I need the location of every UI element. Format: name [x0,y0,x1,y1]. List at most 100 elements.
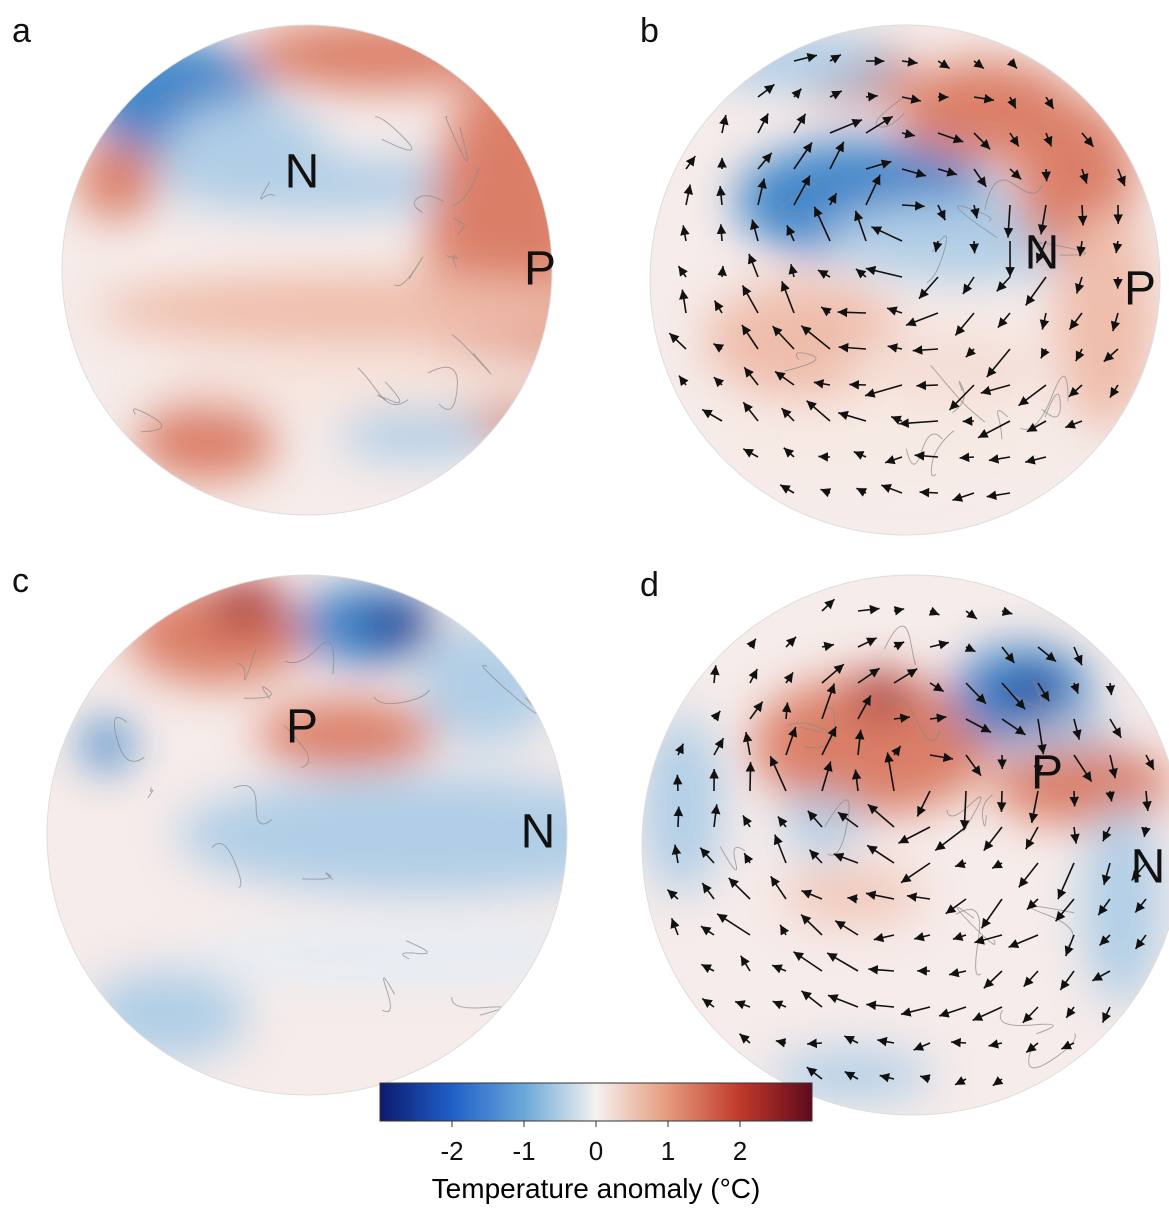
wind-arrow [716,185,726,206]
wind-arrow [914,931,931,942]
coastline [1029,905,1075,947]
coastline [413,195,445,213]
wind-arrow [800,325,831,350]
wind-arrow [901,94,921,104]
coastline [446,255,458,269]
wind-arrow [1037,682,1050,702]
wind-arrow [996,276,1011,292]
wind-arrow [1037,204,1048,235]
anomaly-region [77,140,157,220]
wind-arrow [834,920,859,936]
wind-arrow [716,913,751,936]
coastline [875,98,905,128]
wind-arrow [1134,898,1147,913]
wind-arrow [1069,790,1080,807]
wind-arrow [864,384,903,398]
wind-arrow [893,668,918,684]
wind-arrow [757,152,773,170]
wind-arrow [821,726,837,756]
wind-arrow [1102,826,1112,842]
wind-arrow [742,731,753,756]
globe [649,24,1161,536]
coastline [946,796,982,832]
wind-arrow [844,1070,859,1081]
wind-arrow [980,898,1003,929]
wind-arrow [700,963,715,974]
wind-arrow [945,898,967,915]
anomaly-region [845,330,1045,410]
wind-arrow [769,755,787,792]
wind-arrow [791,88,802,100]
anomaly-region [97,275,552,345]
colorbar-title: Temperature anomaly (°C) [432,1173,761,1204]
wind-arrow [1098,934,1111,946]
wind-arrow [713,300,724,314]
wind-arrow [678,375,689,387]
wind-arrow [901,168,927,178]
wind-arrow [1037,646,1057,663]
wind-arrow [992,1076,1004,1087]
wind-arrow [713,342,725,353]
globe-edge [641,574,1169,1116]
wind-arrow [683,184,694,206]
wind-arrow [806,400,831,422]
wind-arrow [1065,1006,1076,1019]
anomaly-field [668,30,1155,502]
wind-arrow [977,420,1011,439]
wind-arrow [865,91,878,102]
wind-arrow [1101,1006,1112,1023]
coastline [445,115,468,162]
wind-arrow [997,312,1011,329]
tick-label: 0 [589,1136,603,1166]
wind-arrow [1101,862,1112,886]
wind-arrow [1112,240,1123,254]
wind-arrow [973,93,995,104]
anomaly-field [642,598,1169,1100]
wind-arrow [965,718,992,734]
wind-arrow [905,312,939,327]
wind-arrow [934,826,967,852]
wind-arrow [734,1000,751,1010]
wind-arrow [757,178,767,206]
wind-arrow [991,859,1003,870]
wind-arrow [801,889,823,900]
wind-arrow [1059,970,1075,991]
coastline [887,697,941,742]
wind-arrow [821,663,845,684]
wind-arrow [916,790,931,817]
wind-arrow [900,1006,931,1017]
coastline [997,410,1009,440]
wind-arrow [772,1000,787,1010]
wind-arrow [973,168,987,188]
wind-arrow [954,312,975,336]
wind-arrow [983,970,1003,989]
wind-arrow [851,769,862,792]
wind-arrow [866,1000,895,1011]
wind-arrow [743,852,754,864]
wind-arrow [829,141,845,170]
wind-arrow [959,452,975,463]
coastline [984,179,1042,210]
wind-arrow [701,882,715,900]
wind-arrow [1109,718,1122,739]
anomaly-region [207,580,287,630]
panel-label: a [12,12,31,50]
coastline [211,842,242,888]
wind-arrow [670,918,680,936]
wind-arrow [951,1037,967,1048]
wind-arrow [865,265,903,278]
wind-arrow [821,598,836,612]
coastline [957,205,998,238]
anomaly-region [705,400,1065,480]
wind-arrow [854,210,867,242]
wind-arrow [856,487,868,497]
coastline [787,722,830,734]
wind-arrow [821,683,836,720]
wind-arrow [793,141,813,170]
tick-label: -1 [512,1136,535,1166]
wind-arrow [954,859,967,869]
wind-arrow [1028,790,1039,824]
coastline [451,334,492,375]
wind-arrow [700,925,715,936]
wind-arrow [952,931,967,941]
